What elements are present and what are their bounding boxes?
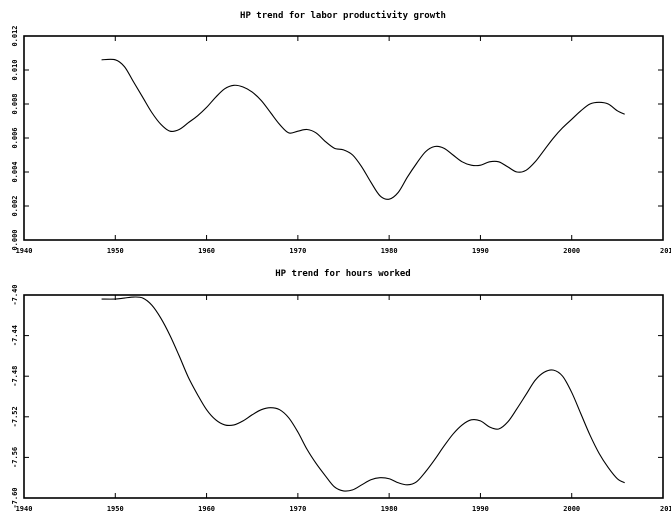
y-tick-label: -7.52 (11, 406, 19, 427)
y-tick-label: -7.44 (11, 325, 19, 346)
y-tick-label: 0.004 (11, 161, 19, 182)
x-tick-label: 1990 (472, 505, 489, 513)
y-tick-label: 0.010 (11, 59, 19, 80)
y-tick-label: 0.002 (11, 195, 19, 216)
x-tick-label: 1970 (289, 247, 306, 255)
series-line (101, 58, 625, 200)
chart-title: HP trend for labor productivity growth (240, 10, 446, 21)
x-tick-label: 1940 (16, 505, 33, 513)
chart-title: HP trend for hours worked (275, 269, 410, 279)
x-tick-label: 1940 (16, 247, 33, 255)
x-tick-label: 1950 (107, 505, 124, 513)
y-tick-label: -7.56 (11, 447, 19, 468)
y-tick-label: -7.60 (11, 487, 19, 508)
data-marks (101, 58, 625, 200)
x-tick-label: 1960 (198, 247, 215, 255)
series-line (101, 296, 625, 492)
plot-frame (23, 294, 664, 499)
x-tick-label: 1950 (107, 247, 124, 255)
x-tick-label: 1980 (381, 505, 398, 513)
y-tick-label: 0.000 (11, 229, 19, 250)
y-tick-label: 0.008 (11, 93, 19, 114)
hours-worked-panel: HP trend for hours worked 1940 1950 1960 19… (11, 269, 671, 513)
data-marks (101, 296, 625, 492)
x-tick-label: 1980 (381, 247, 398, 255)
y-tick-label: -7.48 (11, 366, 19, 387)
productivity-growth-panel: HP trend for labor productivity growth 1… (11, 10, 671, 255)
plot-frame (23, 35, 664, 241)
x-tick-label: 2000 (563, 247, 580, 255)
x-tick-label: 2000 (563, 505, 580, 513)
x-tick-label: 1960 (198, 505, 215, 513)
y-tick-label: 0.012 (11, 25, 19, 46)
x-tick-label: 1990 (472, 247, 489, 255)
y-tick-label: -7.40 (11, 284, 19, 305)
y-tick-label: 0.006 (11, 127, 19, 148)
x-tick-label: 1970 (289, 505, 306, 513)
